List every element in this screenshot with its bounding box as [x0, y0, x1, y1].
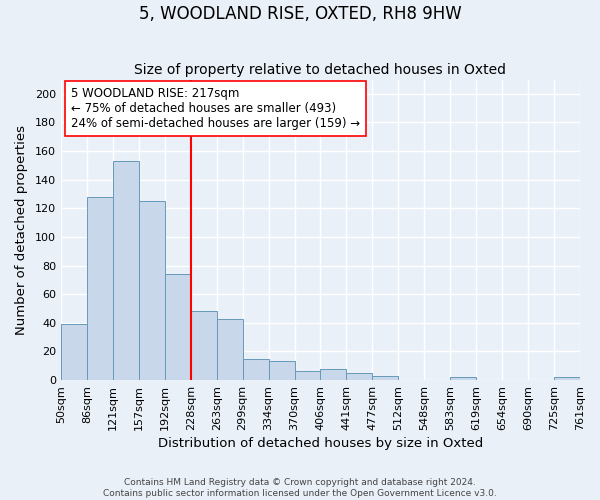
Bar: [450, 377, 476, 380]
Bar: [217, 318, 242, 380]
Title: Size of property relative to detached houses in Oxted: Size of property relative to detached ho…: [134, 63, 506, 77]
Text: Contains HM Land Registry data © Crown copyright and database right 2024.
Contai: Contains HM Land Registry data © Crown c…: [103, 478, 497, 498]
Bar: [87, 197, 113, 380]
Bar: [242, 358, 269, 380]
Text: 5, WOODLAND RISE, OXTED, RH8 9HW: 5, WOODLAND RISE, OXTED, RH8 9HW: [139, 5, 461, 23]
Bar: [373, 376, 398, 380]
Bar: [346, 373, 373, 380]
Bar: [191, 312, 217, 380]
Bar: [320, 368, 346, 380]
Y-axis label: Number of detached properties: Number of detached properties: [15, 125, 28, 335]
Bar: [61, 324, 87, 380]
Bar: [269, 362, 295, 380]
Bar: [113, 161, 139, 380]
Bar: [165, 274, 191, 380]
Text: 5 WOODLAND RISE: 217sqm
← 75% of detached houses are smaller (493)
24% of semi-d: 5 WOODLAND RISE: 217sqm ← 75% of detache…: [71, 86, 361, 130]
Bar: [295, 372, 320, 380]
X-axis label: Distribution of detached houses by size in Oxted: Distribution of detached houses by size …: [158, 437, 483, 450]
Bar: [554, 377, 580, 380]
Bar: [139, 201, 165, 380]
